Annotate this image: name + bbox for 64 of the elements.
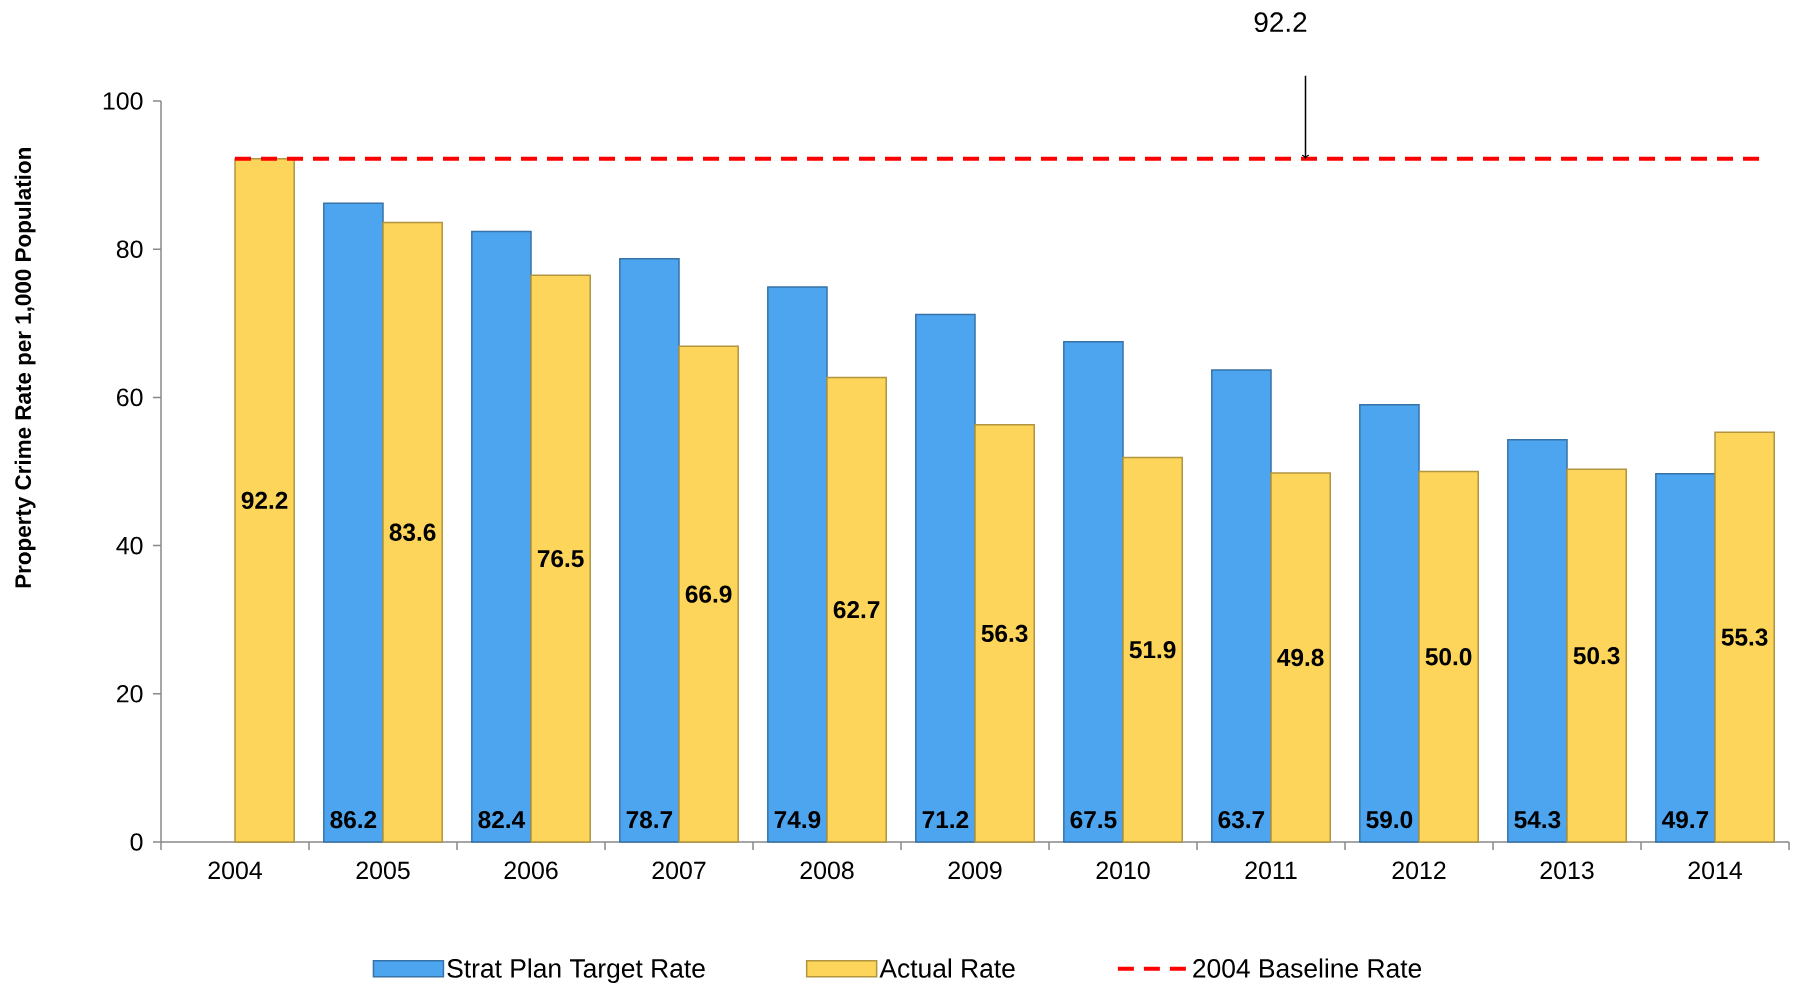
- x-tick-label: 2004: [208, 861, 262, 880]
- bar: [1714, 431, 1775, 843]
- bar: [1655, 472, 1716, 843]
- data-label: 92.2: [241, 491, 288, 510]
- x-tick-label: 2012: [1392, 861, 1446, 880]
- text: 92.2: [1254, 12, 1307, 33]
- data-label: 67.5: [1070, 810, 1117, 829]
- data-label: 74.9: [774, 810, 821, 829]
- bar: [471, 230, 532, 843]
- y-tick-label: 20: [117, 684, 143, 703]
- x-tick-label: 2010: [1096, 861, 1150, 880]
- data-label: 56.3: [981, 624, 1028, 643]
- y-tick-label: 40: [116, 536, 143, 555]
- data-label: 78.7: [626, 810, 673, 829]
- bar: [530, 274, 591, 843]
- bar: [1211, 369, 1272, 843]
- bar: [678, 345, 739, 843]
- data-label: 54.3: [1514, 810, 1561, 829]
- x-tick-label: 2007: [652, 861, 706, 880]
- legend-label: Strat Plan Target Rate: [447, 958, 705, 984]
- y-tick-label: 100: [103, 92, 143, 110]
- bar: [1359, 404, 1420, 843]
- y-tick-label: 60: [117, 388, 143, 407]
- y-tick-label: 80: [116, 240, 143, 259]
- data-label: 76.5: [537, 549, 584, 568]
- y-axis-title: Property Crime Rate per 1,000 Population: [14, 148, 36, 588]
- data-label: 63.7: [1218, 810, 1265, 829]
- data-label: 83.6: [389, 523, 436, 541]
- x-tick-label: 2013: [1540, 861, 1594, 880]
- x-tick-label: 2005: [356, 861, 410, 880]
- bar: [1507, 438, 1568, 843]
- bar: [974, 424, 1035, 843]
- bar: [323, 202, 384, 843]
- data-label: 50.0: [1425, 648, 1472, 666]
- data-label: 86.2: [330, 810, 377, 829]
- data-label: 66.9: [685, 585, 732, 603]
- x-tick-label: 2006: [504, 861, 558, 880]
- data-label: 55.3: [1721, 628, 1768, 646]
- legend-label: Actual Rate: [879, 958, 1015, 978]
- x-tick-label: 2008: [800, 861, 854, 880]
- x-tick-label: 2011: [1245, 861, 1297, 880]
- bar: [1122, 456, 1183, 843]
- bar: [1566, 468, 1627, 843]
- bar: [619, 258, 680, 843]
- bar: [915, 313, 976, 843]
- data-label: 51.9: [1129, 641, 1176, 659]
- legend-label: 2004 Baseline Rate: [1193, 958, 1422, 978]
- data-label: 82.4: [478, 810, 526, 829]
- y-tick-label: 0: [130, 833, 143, 851]
- data-label: 50.3: [1573, 646, 1620, 665]
- data-label: 49.7: [1662, 810, 1709, 829]
- data-label: 71.2: [922, 810, 969, 828]
- data-label: 59.0: [1366, 810, 1413, 829]
- bar: [1063, 341, 1124, 843]
- x-tick-label: 2014: [1688, 861, 1742, 880]
- bar: [234, 158, 295, 843]
- bar: [767, 286, 828, 843]
- data-label: 62.7: [833, 601, 880, 619]
- bar: [382, 221, 443, 843]
- bar: [1418, 470, 1479, 843]
- data-label: 49.8: [1277, 648, 1324, 667]
- bar: [1270, 472, 1331, 843]
- bar: [826, 376, 887, 843]
- x-tick-label: 2009: [948, 861, 1002, 880]
